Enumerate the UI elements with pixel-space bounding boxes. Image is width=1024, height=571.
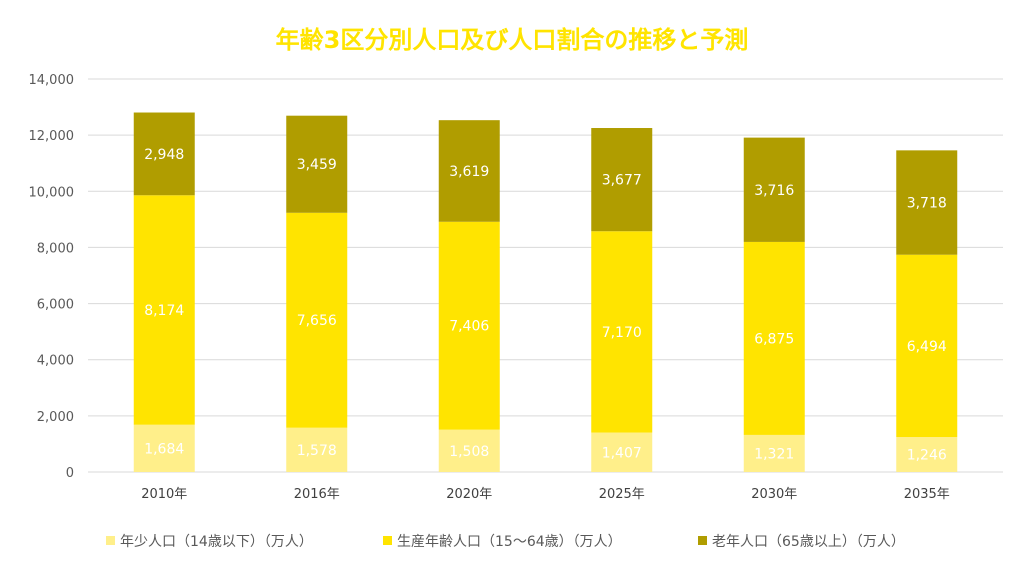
y-axis-ticks: 0 2,000 4,000 6,000 8,000 10,000 12,000 14,000 [29, 73, 75, 481]
bars: 1,684 8,174 2,948 1,578 7,656 3,459 1,508 7,406… [133, 112, 958, 472]
x-tick-label: 2030年 [751, 487, 797, 502]
x-tick-label: 2035年 [904, 487, 950, 502]
data-label: 2,948 [144, 147, 184, 163]
data-label: 1,407 [602, 445, 642, 461]
bar-segment [286, 427, 348, 472]
legend-label: 老年人口（65歳以上）（万人） [712, 534, 905, 550]
legend-swatch [106, 536, 115, 545]
data-label: 1,508 [449, 444, 489, 460]
x-tick-label: 2016年 [294, 487, 340, 502]
data-label: 1,246 [907, 448, 947, 464]
bar-segment [743, 241, 805, 435]
bar-segment [133, 424, 195, 472]
y-tick-label: 14,000 [29, 73, 75, 88]
bar-segment [286, 115, 348, 213]
y-tick-label: 10,000 [29, 185, 75, 200]
legend-swatch [698, 536, 707, 545]
data-label: 3,716 [754, 183, 794, 199]
data-label: 7,170 [602, 325, 642, 341]
y-tick-label: 4,000 [37, 354, 74, 369]
data-label: 1,578 [297, 443, 337, 459]
data-label: 3,677 [602, 173, 642, 189]
x-tick-label: 2025年 [599, 487, 645, 502]
bar-segment [591, 128, 653, 232]
bar-segment [438, 120, 500, 222]
data-label: 7,656 [297, 313, 337, 329]
data-label: 1,684 [144, 441, 184, 457]
legend-label: 年少人口（14歳以下）（万人） [120, 534, 313, 550]
bar-segment [743, 434, 805, 472]
data-label: 8,174 [144, 303, 184, 319]
bar-segment [896, 150, 958, 255]
bar-segment [591, 231, 653, 433]
bar-segment [591, 432, 653, 472]
x-tick-label: 2010年 [141, 487, 187, 502]
bar-segment [896, 437, 958, 472]
y-tick-label: 2,000 [37, 410, 74, 425]
data-label: 3,718 [907, 196, 947, 212]
data-label: 3,619 [449, 164, 489, 180]
bar-segment [133, 112, 195, 196]
data-label: 7,406 [449, 319, 489, 335]
legend-item: 年少人口（14歳以下）（万人） [106, 534, 313, 550]
legend: 年少人口（14歳以下）（万人） 生産年齢人口（15～64歳）（万人） 老年人口（65… [106, 534, 905, 550]
bar-segment [438, 221, 500, 430]
legend-label: 生産年齢人口（15～64歳）（万人） [397, 534, 622, 550]
y-tick-label: 8,000 [37, 241, 74, 256]
bar-segment [743, 137, 805, 242]
gridlines [88, 78, 1003, 473]
y-tick-label: 6,000 [37, 298, 74, 313]
bar-segment [286, 212, 348, 428]
legend-item: 老年人口（65歳以上）（万人） [698, 534, 905, 550]
y-tick-label: 12,000 [29, 129, 75, 144]
data-label: 6,494 [907, 339, 947, 355]
data-label: 6,875 [754, 331, 794, 347]
x-axis-ticks: 2010年 2016年 2020年 2025年 2030年 2035年 [141, 487, 950, 502]
x-tick-label: 2020年 [446, 487, 492, 502]
bar-segment [133, 195, 195, 425]
legend-item: 生産年齢人口（15～64歳）（万人） [383, 534, 622, 550]
bar-segment [896, 254, 958, 438]
data-label: 3,459 [297, 157, 337, 173]
legend-swatch [383, 536, 392, 545]
bar-segment [438, 429, 500, 472]
data-label: 1,321 [754, 446, 794, 462]
y-tick-label: 0 [66, 466, 74, 481]
chart-title: 年齢3区分別人口及び人口割合の推移と予測 [276, 26, 749, 54]
